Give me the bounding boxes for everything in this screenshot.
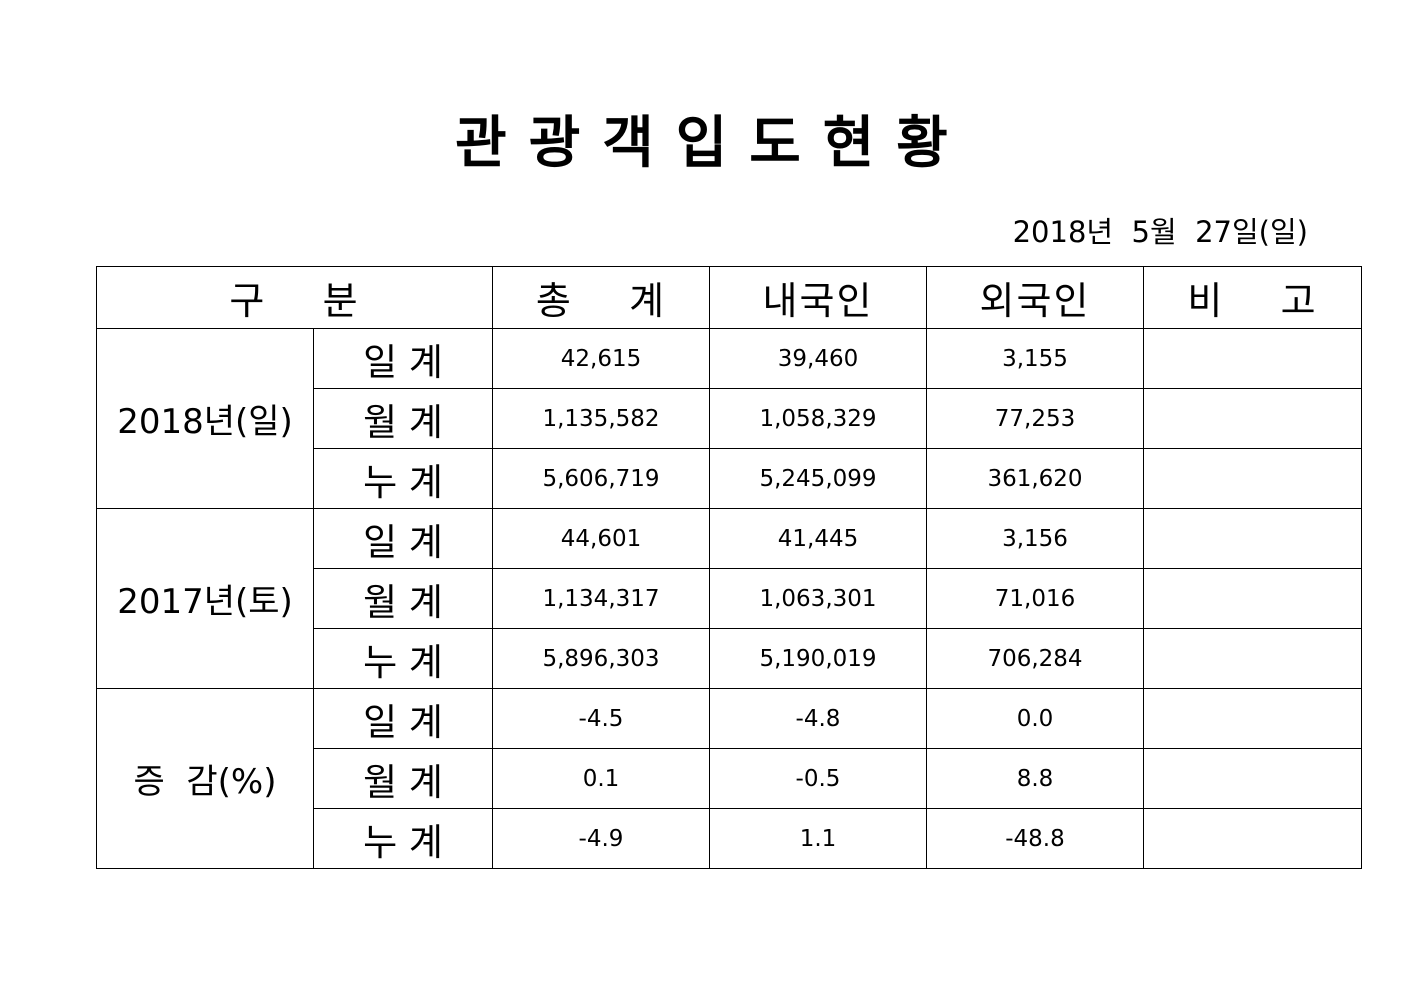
table-row: 누 계 -4.9 1.1 -48.8 [97, 808, 1362, 869]
cell-total: 1,135,582 [492, 388, 710, 449]
cell-remarks [1143, 808, 1362, 869]
cell-foreign: 3,156 [926, 508, 1144, 569]
row-label-cumulative: 누 계 [313, 448, 493, 509]
cell-remarks [1143, 688, 1362, 749]
cell-domestic: 41,445 [709, 508, 927, 569]
cell-domestic: 5,245,099 [709, 448, 927, 509]
table-row: 누 계 5,896,303 5,190,019 706,284 [97, 628, 1362, 689]
cell-remarks [1143, 628, 1362, 689]
cell-total: 42,615 [492, 328, 710, 389]
cell-domestic: 1,063,301 [709, 568, 927, 629]
cell-foreign: 3,155 [926, 328, 1144, 389]
table-row: 증 감(%) 일 계 -4.5 -4.8 0.0 [96, 688, 1362, 869]
table-row: 월 계 0.1 -0.5 8.8 [97, 748, 1362, 809]
table-row: 누 계 5,606,719 5,245,099 361,620 [97, 448, 1362, 509]
cell-remarks [1143, 748, 1362, 809]
cell-foreign: 77,253 [926, 388, 1144, 449]
row-label-cumulative: 누 계 [313, 808, 493, 869]
cell-domestic: -0.5 [709, 748, 927, 809]
cell-remarks [1143, 328, 1362, 389]
cell-domestic: -4.8 [709, 688, 927, 749]
report-date: 2018년 5월 27일(일) [1012, 215, 1308, 249]
cell-foreign: 8.8 [926, 748, 1144, 809]
row-label-daily: 일 계 [313, 688, 493, 749]
row-label-cumulative: 누 계 [313, 628, 493, 689]
table-row: 2017년(토) 일 계 44,601 41,445 3,156 [96, 508, 1362, 689]
tourist-arrivals-table: 구 분 총 계 내국인 외국인 비 고 2018년(일) 일 계 42,615 … [96, 266, 1362, 869]
cell-total: -4.9 [492, 808, 710, 869]
header-category: 구 분 [96, 266, 493, 329]
cell-total: 5,606,719 [492, 448, 710, 509]
row-label-monthly: 월 계 [313, 388, 493, 449]
header-foreign: 외국인 [926, 266, 1144, 329]
cell-foreign: 0.0 [926, 688, 1144, 749]
cell-foreign: 71,016 [926, 568, 1144, 629]
row-label-daily: 일 계 [313, 508, 493, 569]
table-row: 월 계 1,134,317 1,063,301 71,016 [97, 568, 1362, 629]
cell-foreign: 706,284 [926, 628, 1144, 689]
cell-remarks [1143, 568, 1362, 629]
cell-total: 44,601 [492, 508, 710, 569]
cell-remarks [1143, 388, 1362, 449]
cell-domestic: 1,058,329 [709, 388, 927, 449]
cell-total: -4.5 [492, 688, 710, 749]
cell-domestic: 1.1 [709, 808, 927, 869]
group-label-2018: 2018년(일) [96, 328, 314, 509]
cell-total: 1,134,317 [492, 568, 710, 629]
cell-total: 5,896,303 [492, 628, 710, 689]
header-domestic: 내국인 [709, 266, 927, 329]
page-title: 관광객입도현황 [455, 111, 970, 176]
row-label-monthly: 월 계 [313, 748, 493, 809]
cell-remarks [1143, 448, 1362, 509]
row-label-monthly: 월 계 [313, 568, 493, 629]
table-row: 2018년(일) 일 계 42,615 39,460 3,155 [96, 328, 1362, 509]
group-label-2017: 2017년(토) [96, 508, 314, 689]
cell-domestic: 39,460 [709, 328, 927, 389]
header-total: 총 계 [492, 266, 710, 329]
cell-total: 0.1 [492, 748, 710, 809]
row-label-daily: 일 계 [313, 328, 493, 389]
header-row: 구 분 총 계 내국인 외국인 비 고 [96, 266, 1362, 329]
cell-remarks [1143, 508, 1362, 569]
group-label-change: 증 감(%) [96, 688, 314, 869]
cell-foreign: -48.8 [926, 808, 1144, 869]
cell-domestic: 5,190,019 [709, 628, 927, 689]
cell-foreign: 361,620 [926, 448, 1144, 509]
header-remarks: 비 고 [1143, 266, 1362, 329]
